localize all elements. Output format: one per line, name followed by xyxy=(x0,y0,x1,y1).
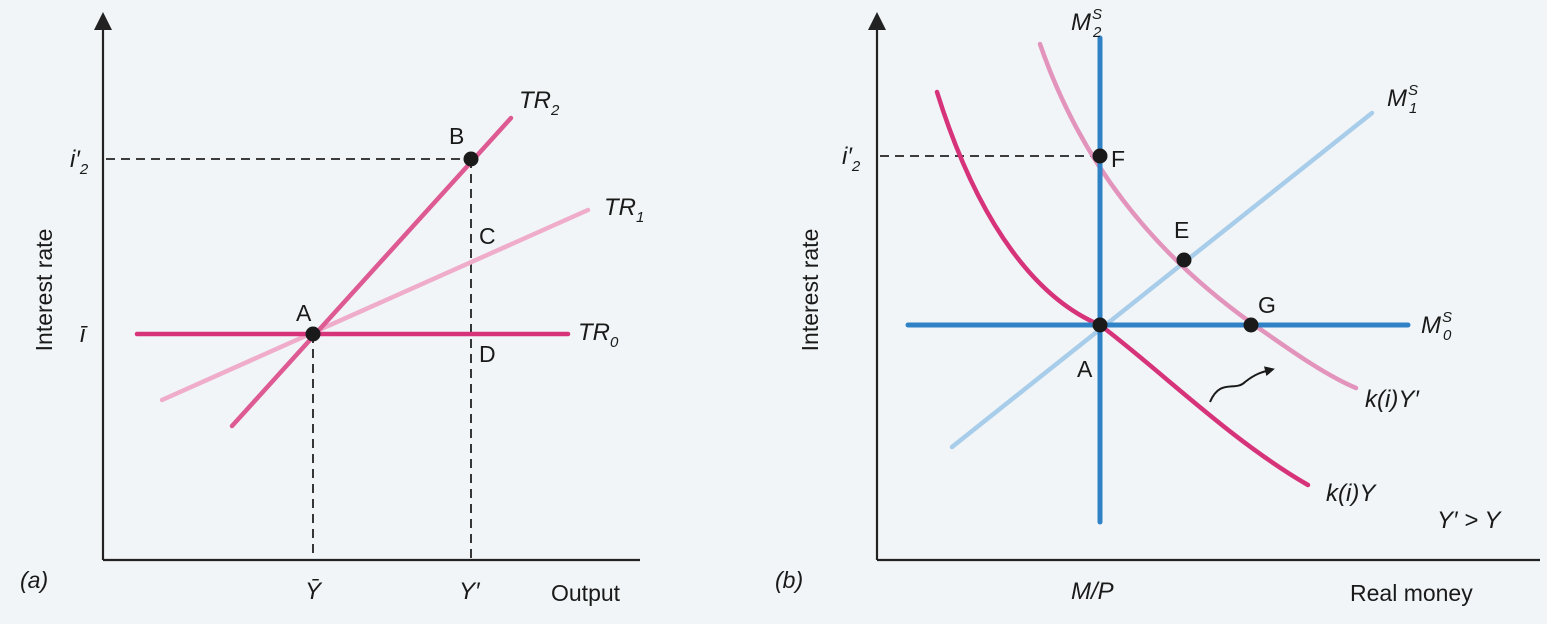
panel-b-x-axis-label: Real money xyxy=(1350,580,1473,606)
ms1-line xyxy=(949,110,1375,450)
point-a-marker-b xyxy=(1092,317,1108,333)
panel-a-yprime-tick: Y′ xyxy=(459,578,481,605)
point-a-marker xyxy=(305,326,321,342)
tr0-label: TR0 xyxy=(578,319,619,351)
kiy-label: k(i)Y xyxy=(1326,480,1377,507)
kiy-prime-curve xyxy=(1037,41,1359,391)
point-g-marker xyxy=(1243,317,1259,333)
point-e-label: E xyxy=(1174,217,1189,243)
panel-a-y-axis-arrow xyxy=(94,12,112,30)
panel-a-x-axis-label: Output xyxy=(551,580,621,606)
tr2-line xyxy=(229,115,514,429)
ms1-label: MS 1 xyxy=(1387,82,1418,117)
panel-b-mp-tick: M/P xyxy=(1071,578,1114,605)
panel-b-y-axis-label: Interest rate xyxy=(797,229,823,352)
ms2-label: MS 2 xyxy=(1071,6,1102,41)
y-comparison-note: Y′ > Y xyxy=(1437,507,1502,534)
point-g-label: G xyxy=(1258,292,1276,318)
panel-b: MS 2 MS 1 MS 0 k(i)Y′ k(i)Y F E G A Y′ > Y … xyxy=(775,6,1540,606)
panel-a: TR2 TR1 TR0 A B C D i′2 ī Ȳ Y′ Interest … xyxy=(20,12,644,606)
point-b-label: B xyxy=(449,123,464,149)
panel-b-i2-tick: i′2 xyxy=(842,143,861,175)
panel-b-y-axis-arrow xyxy=(868,12,886,30)
kiy-prime-label: k(i)Y′ xyxy=(1365,386,1420,413)
panel-a-ibar-tick: ī xyxy=(80,321,88,348)
panel-a-y-axis-label: Interest rate xyxy=(31,229,57,352)
point-a-label-b: A xyxy=(1077,356,1093,382)
panel-a-ybar-tick: Ȳ xyxy=(305,578,323,605)
point-f-marker xyxy=(1092,148,1108,164)
panel-a-panel-label: (a) xyxy=(20,567,48,593)
point-e-marker xyxy=(1176,252,1192,268)
panel-a-i2-tick: i′2 xyxy=(70,146,89,178)
panel-b-panel-label: (b) xyxy=(775,567,803,593)
shift-arrow xyxy=(1209,366,1275,403)
point-c-label: C xyxy=(479,223,496,249)
point-a-label: A xyxy=(296,300,312,326)
tr1-line xyxy=(159,207,591,403)
ms0-label: MS 0 xyxy=(1421,309,1452,344)
point-d-label: D xyxy=(479,341,496,367)
point-b-marker xyxy=(463,151,479,167)
point-f-label: F xyxy=(1111,146,1125,172)
tr1-label: TR1 xyxy=(604,194,644,226)
tr2-label: TR2 xyxy=(519,87,560,119)
